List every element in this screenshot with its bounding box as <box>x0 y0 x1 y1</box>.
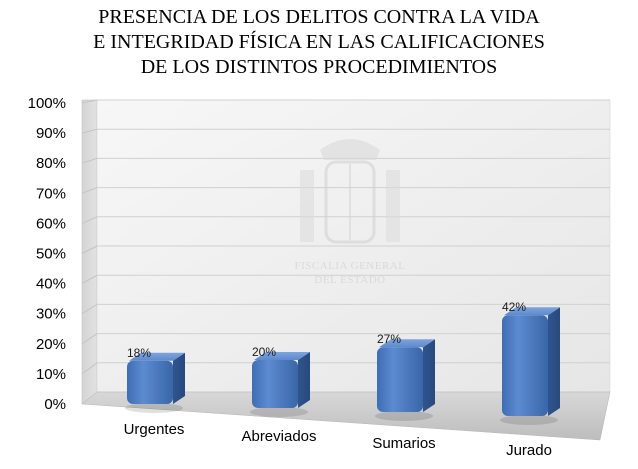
watermark-emblem: FISCALIA GENERAL DEL ESTADO <box>295 139 406 286</box>
category-label: Abreviados <box>241 428 316 445</box>
category-labels: Urgentes Abreviados Sumarios Jurado <box>124 421 552 459</box>
gridline-side <box>81 157 98 164</box>
data-label: 42% <box>502 300 526 314</box>
gridline-side <box>81 187 98 194</box>
bar <box>500 307 560 425</box>
y-tick-label: 70% <box>36 185 66 202</box>
y-tick-label: 100% <box>28 95 66 112</box>
bar <box>250 352 310 417</box>
bar-side-face <box>298 352 310 408</box>
y-tick-label: 50% <box>36 246 66 263</box>
gridline-side <box>81 303 98 315</box>
bar-shadow <box>125 403 183 413</box>
watermark-line-1: FISCALIA GENERAL <box>295 260 406 272</box>
crown-shape <box>320 139 380 160</box>
bar-top-face <box>254 352 310 360</box>
bar-shadow <box>250 407 308 417</box>
y-tick-label: 0% <box>44 396 66 413</box>
chart-title-line-2: E INTEGRIDAD FÍSICA EN LAS CALIFICACIONE… <box>93 30 545 53</box>
bar <box>375 339 435 421</box>
data-label: 27% <box>377 332 401 346</box>
gridline-side <box>81 245 98 254</box>
bar-top-face <box>504 307 560 316</box>
bar <box>125 352 185 413</box>
category-label: Sumarios <box>372 435 435 452</box>
pillar-left <box>300 170 314 242</box>
data-labels: 18% 20% 27% 42% <box>127 300 526 360</box>
category-label: Urgentes <box>124 421 185 438</box>
chart-title-line-3: DE LOS DISTINTOS PROCEDIMIENTOS <box>141 56 498 78</box>
y-tick-label: 80% <box>36 155 66 172</box>
chart-title-line-1: PRESENCIA DE LOS DELITOS CONTRA LA VIDA <box>98 6 540 28</box>
gridlines <box>81 99 610 375</box>
bar-side-face <box>173 352 185 404</box>
y-tick-label: 40% <box>36 276 66 293</box>
gridline-side <box>81 128 98 134</box>
bar-front-face <box>252 360 298 408</box>
y-tick-label: 30% <box>36 306 66 323</box>
y-tick-label: 60% <box>36 215 66 232</box>
y-tick-label: 10% <box>36 366 66 383</box>
data-label: 20% <box>252 345 276 359</box>
bar-front-face <box>502 315 548 416</box>
category-label: Jurado <box>506 442 552 459</box>
bars <box>125 307 560 425</box>
y-tick-label: 90% <box>36 125 66 142</box>
gridline-side <box>81 274 98 285</box>
bar-side-face <box>423 339 435 412</box>
y-tick-label: 20% <box>36 336 66 353</box>
watermark-line-2: DEL ESTADO <box>314 274 385 286</box>
bar-shadow <box>375 411 433 421</box>
gridline-side <box>81 99 98 104</box>
pillar-right <box>386 170 400 242</box>
gridline-side <box>81 333 98 345</box>
data-label: 18% <box>127 346 151 360</box>
chart-title: PRESENCIA DE LOS DELITOS CONTRA LA VIDA … <box>93 6 545 78</box>
bar-top-face <box>379 339 435 348</box>
bar-front-face <box>127 360 173 404</box>
bar-side-face <box>548 307 560 416</box>
gridline-side <box>81 216 98 224</box>
y-axis-tick-labels: 0% 10% 20% 30% 40% 50% 60% 70% 80% 90% 100% <box>28 95 66 413</box>
floor <box>81 391 611 441</box>
bar-front-face <box>377 347 423 412</box>
bar-top-face <box>129 352 185 361</box>
bar-shadow <box>500 415 558 425</box>
gridline-side <box>81 362 98 375</box>
